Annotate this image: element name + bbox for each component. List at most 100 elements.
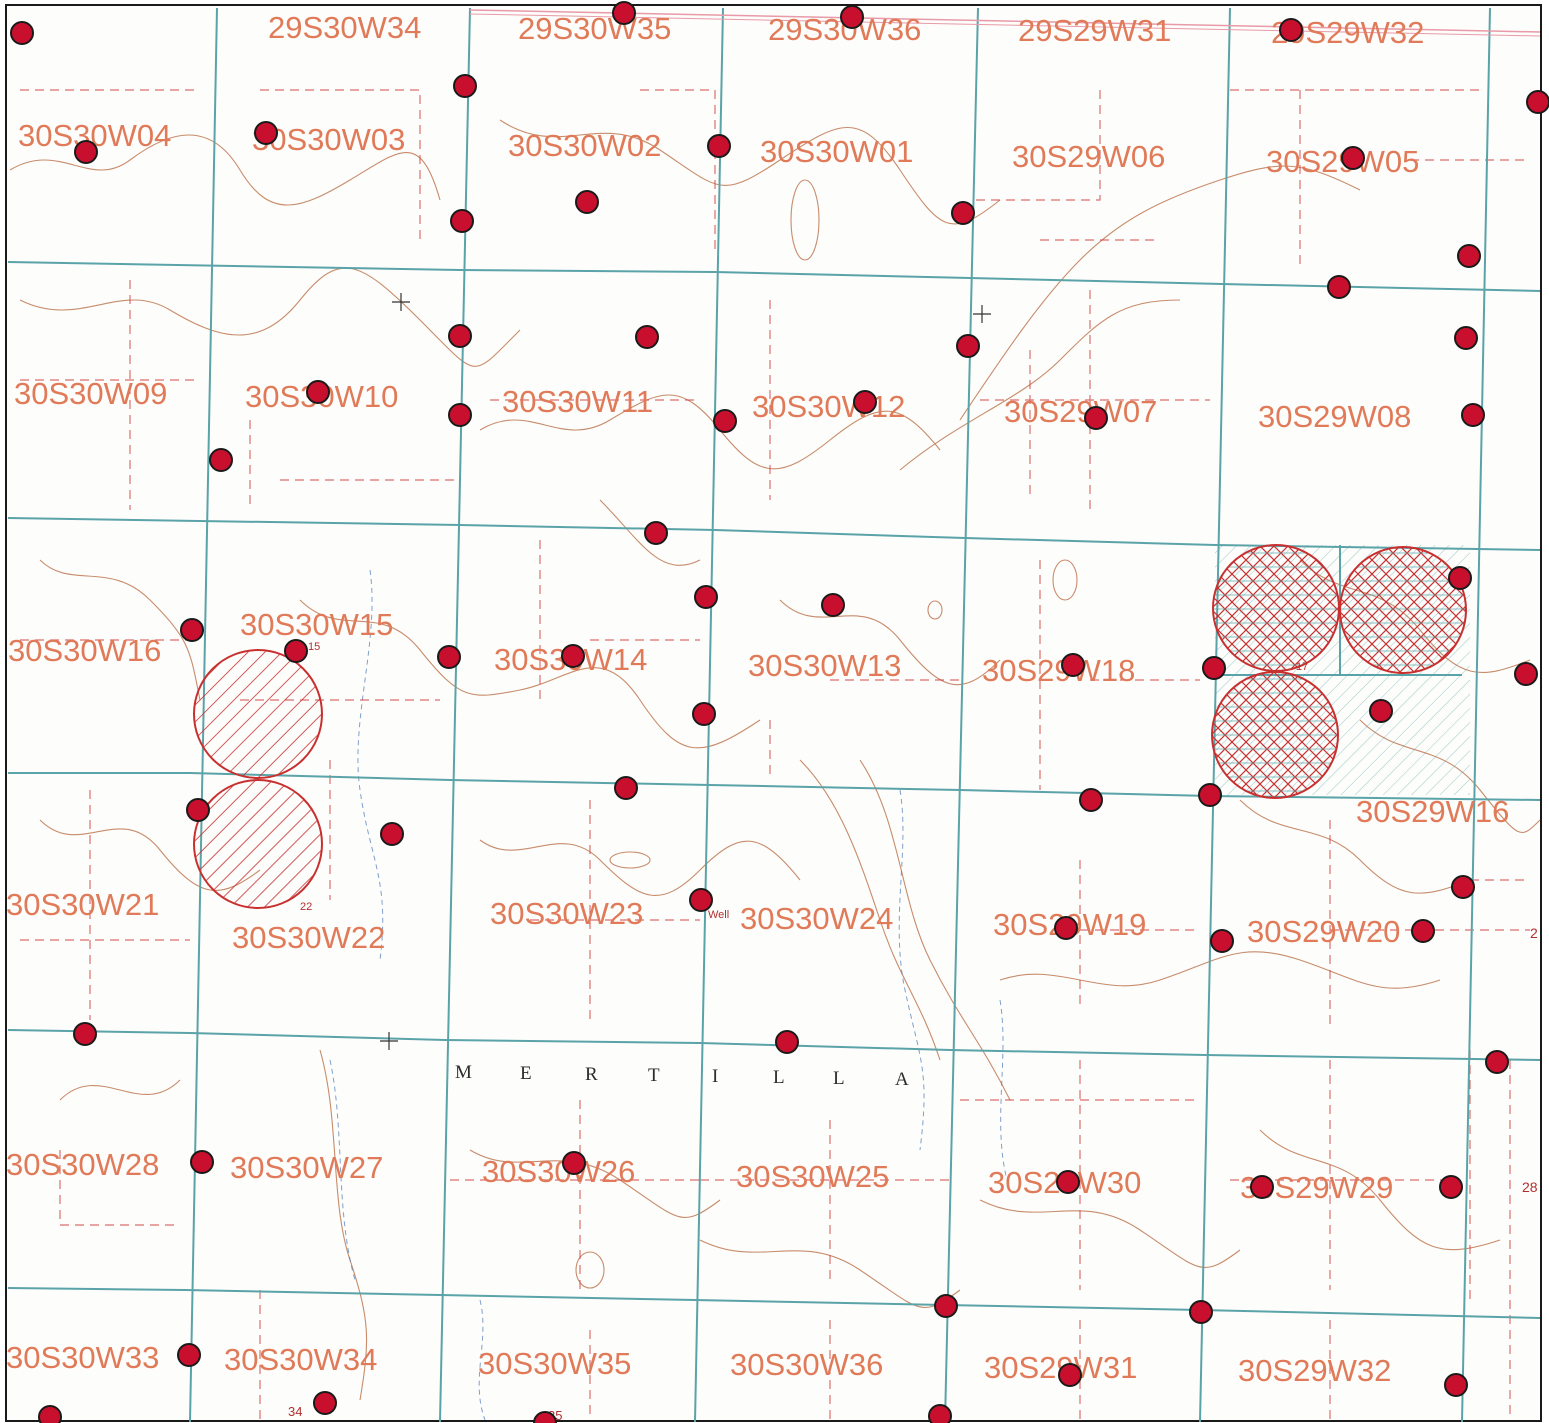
section-label: 30S29W06 [1012,139,1165,174]
well-marker [306,380,330,404]
well-marker [775,1030,799,1054]
section-label: 29S29W31 [1018,13,1171,48]
section-label: 30S30W01 [760,134,913,169]
section-label: 30S30W27 [230,1150,383,1185]
map-annotation: 28 [1522,1179,1538,1195]
well-marker [707,134,731,158]
crosshatch-circle [1339,546,1467,674]
well-marker [694,585,718,609]
well-markers [10,1,1549,1423]
top-border-line [469,9,1541,37]
well-marker [1341,146,1365,170]
place-name-letter: E [520,1063,533,1084]
section-label: 30S30W34 [224,1342,377,1377]
well-marker [1461,403,1485,427]
section-label: 29S30W35 [518,11,671,46]
well-marker [1514,662,1538,686]
well-marker [10,21,34,45]
section-label: 29S30W34 [268,10,421,45]
place-name-mertilla: M E R T I L L A [455,1062,910,1090]
well-marker [1202,656,1226,680]
section-label: 30S30W26 [482,1154,635,1189]
section-label: 30S30W25 [736,1159,889,1194]
hatched-areas [193,544,1470,909]
section-label: 30S30W12 [752,389,905,424]
well-marker [74,140,98,164]
map-annotations: 15 22 17 Well 28 2 34 35 [288,641,1538,1423]
well-marker [1250,1175,1274,1199]
well-marker [380,822,404,846]
map-annotation: 22 [300,901,312,913]
well-marker [956,334,980,358]
well-marker [561,644,585,668]
section-label: 30S30W15 [240,607,393,642]
map-annotation: 17 [1296,661,1308,673]
well-marker [448,324,472,348]
well-marker [1448,566,1472,590]
section-label: 30S30W21 [6,887,159,922]
well-marker [73,1022,97,1046]
well-marker [689,888,713,912]
well-marker [437,645,461,669]
place-name-letter: I [712,1066,719,1087]
map-annotation: 2 [1530,925,1538,941]
well-marker [840,5,864,29]
benchmark-marks [380,293,991,1050]
well-marker [1279,18,1303,42]
section-labels: 29S30W34 29S30W35 29S30W36 29S29W31 29S29W32… [6,10,1509,1388]
well-marker [1369,699,1393,723]
place-name-letter: L [773,1067,786,1088]
well-marker [533,1411,557,1423]
map-annotation: 34 [288,1404,302,1419]
well-marker [1198,783,1222,807]
section-label: 30S29W16 [1356,794,1509,829]
well-marker [692,702,716,726]
well-marker [177,1343,201,1367]
well-marker [313,1391,337,1415]
section-label: 30S29W32 [1238,1353,1391,1388]
place-name-letter: L [833,1068,846,1089]
well-marker [453,74,477,98]
place-name-letter: R [585,1064,599,1085]
section-label: 30S30W03 [252,122,405,157]
well-marker [1079,788,1103,812]
well-marker [1439,1175,1463,1199]
section-label: 30S30W23 [490,896,643,931]
well-marker [821,593,845,617]
well-marker [1327,275,1351,299]
drainage-lines [329,569,1011,1421]
well-marker [450,209,474,233]
well-marker [644,521,668,545]
section-label: 30S30W33 [6,1340,159,1375]
well-marker [1189,1300,1213,1324]
section-label: 30S30W28 [6,1147,159,1182]
well-marker [928,1404,952,1423]
well-marker [1056,1170,1080,1194]
well-marker [254,121,278,145]
well-marker [713,409,737,433]
place-name-letter: A [895,1069,910,1090]
well-marker [1054,916,1078,940]
well-marker [209,448,233,472]
well-marker [1444,1373,1468,1397]
well-marker [186,798,210,822]
well-marker [180,618,204,642]
section-label: 30S29W07 [1004,394,1157,429]
hatch-circle [193,779,323,909]
crosshatch-circle [1212,544,1340,672]
well-marker [1451,875,1475,899]
well-marker [1058,1363,1082,1387]
well-marker [284,639,308,663]
well-marker [612,1,636,25]
section-label: 30S30W13 [748,648,901,683]
section-label: 30S29W18 [982,653,1135,688]
well-marker [1210,929,1234,953]
well-marker [1411,919,1435,943]
section-label: 30S30W16 [8,633,161,668]
hatch-circle [193,649,323,779]
well-marker [190,1150,214,1174]
well-marker [1454,326,1478,350]
well-marker [1457,244,1481,268]
crosshatch-circle [1211,671,1339,799]
